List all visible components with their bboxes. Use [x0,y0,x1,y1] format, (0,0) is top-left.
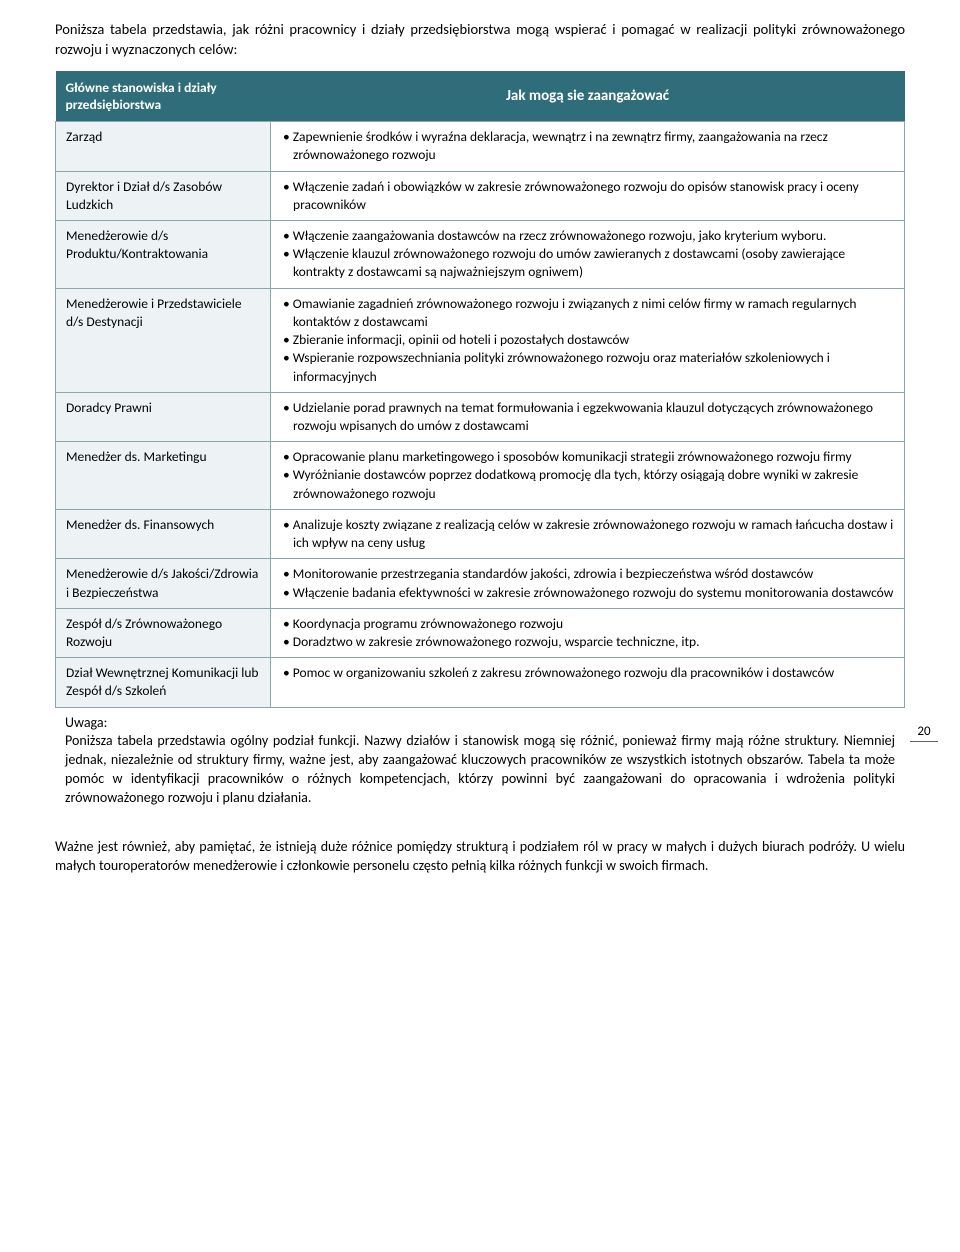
intro-paragraph: Poniższa tabela przedstawia, jak różni p… [55,20,905,59]
table-row: Menedżerowie i Przedstawiciele d/s Desty… [56,288,905,392]
desc-cell: Analizuje koszty związane z realizacją c… [271,509,905,558]
table-row: Dział Wewnętrznej Komunikacji lub Zespół… [56,658,905,707]
desc-item: Zapewnienie środków i wyraźna deklaracja… [281,128,894,164]
desc-cell: Udzielanie porad prawnych na temat formu… [271,392,905,441]
role-cell: Menedżerowie d/s Produktu/Kontraktowania [56,221,271,289]
desc-item: Włączenie badania efektywności w zakresi… [281,584,894,602]
desc-cell: Zapewnienie środków i wyraźna deklaracja… [271,122,905,171]
table-row: Zespół d/s Zrównoważonego Rozwoju Koordyn… [56,608,905,657]
note-text: Poniższa tabela przedstawia ogólny podzi… [65,732,895,806]
role-cell: Zespół d/s Zrównoważonego Rozwoju [56,608,271,657]
table-row: Zarząd Zapewnienie środków i wyraźna dekl… [56,122,905,171]
desc-item: Włączenie zaangażowania dostawców na rze… [281,227,894,245]
table-row: Doradcy Prawni Udzielanie porad prawnych … [56,392,905,441]
role-cell: Menedżer ds. Marketingu [56,442,271,510]
desc-item: Pomoc w organizowaniu szkoleń z zakresu … [281,664,894,682]
footer-paragraph: Ważne jest również, aby pamiętać, że ist… [55,838,905,876]
role-cell: Menedżerowie d/s Jakości/Zdrowia i Bezpi… [56,559,271,608]
desc-item: Koordynacja programu zrównoważonego rozw… [281,615,894,633]
desc-cell: Omawianie zagadnień zrównoważonego rozwo… [271,288,905,392]
table-row: Menedżerowie d/s Produktu/Kontraktowania… [56,221,905,289]
desc-item: Wspieranie rozpowszechniania polityki zr… [281,349,894,385]
desc-item: Zbieranie informacji, opinii od hoteli i… [281,331,894,349]
header-roles: Główne stanowiska i działy przedsiębiors… [56,71,271,122]
desc-item: Analizuje koszty związane z realizacją c… [281,516,894,552]
desc-item: Monitorowanie przestrzegania standardów … [281,565,894,583]
header-engagement: Jak mogą sie zaangażować [271,71,905,122]
desc-item: Opracowanie planu marketingowego i sposo… [281,448,894,466]
note-block: Uwaga: Poniższa tabela przedstawia ogóln… [55,708,905,822]
desc-item: Włączenie klauzul zrównoważonego rozwoju… [281,245,894,281]
page-number-value: 20 [917,724,930,739]
desc-cell: Koordynacja programu zrównoważonego rozw… [271,608,905,657]
table-row: Dyrektor i Dział d/s Zasobów Ludzkich Włą… [56,171,905,220]
page-number-rule [910,741,938,742]
role-cell: Menedżer ds. Finansowych [56,509,271,558]
desc-cell: Włączenie zadań i obowiązków w zakresie … [271,171,905,220]
role-cell: Menedżerowie i Przedstawiciele d/s Desty… [56,288,271,392]
table-row: Menedżerowie d/s Jakości/Zdrowia i Bezpi… [56,559,905,608]
table-row: Menedżer ds. Finansowych Analizuje koszty… [56,509,905,558]
table-row: Menedżer ds. Marketingu Opracowanie planu… [56,442,905,510]
role-cell: Dyrektor i Dział d/s Zasobów Ludzkich [56,171,271,220]
roles-table: Główne stanowiska i działy przedsiębiors… [55,71,905,707]
desc-cell: Opracowanie planu marketingowego i sposo… [271,442,905,510]
desc-item: Doradztwo w zakresie zrównoważonego rozw… [281,633,894,651]
note-label: Uwaga: [65,714,895,733]
desc-item: Włączenie zadań i obowiązków w zakresie … [281,178,894,214]
desc-cell: Włączenie zaangażowania dostawców na rze… [271,221,905,289]
role-cell: Dział Wewnętrznej Komunikacji lub Zespół… [56,658,271,707]
desc-item: Udzielanie porad prawnych na temat formu… [281,399,894,435]
desc-cell: Pomoc w organizowaniu szkoleń z zakresu … [271,658,905,707]
page-number: 20 [910,724,938,742]
desc-item: Omawianie zagadnień zrównoważonego rozwo… [281,295,894,331]
desc-cell: Monitorowanie przestrzegania standardów … [271,559,905,608]
desc-item: Wyróżnianie dostawców poprzez dodatkową … [281,466,894,502]
role-cell: Zarząd [56,122,271,171]
role-cell: Doradcy Prawni [56,392,271,441]
